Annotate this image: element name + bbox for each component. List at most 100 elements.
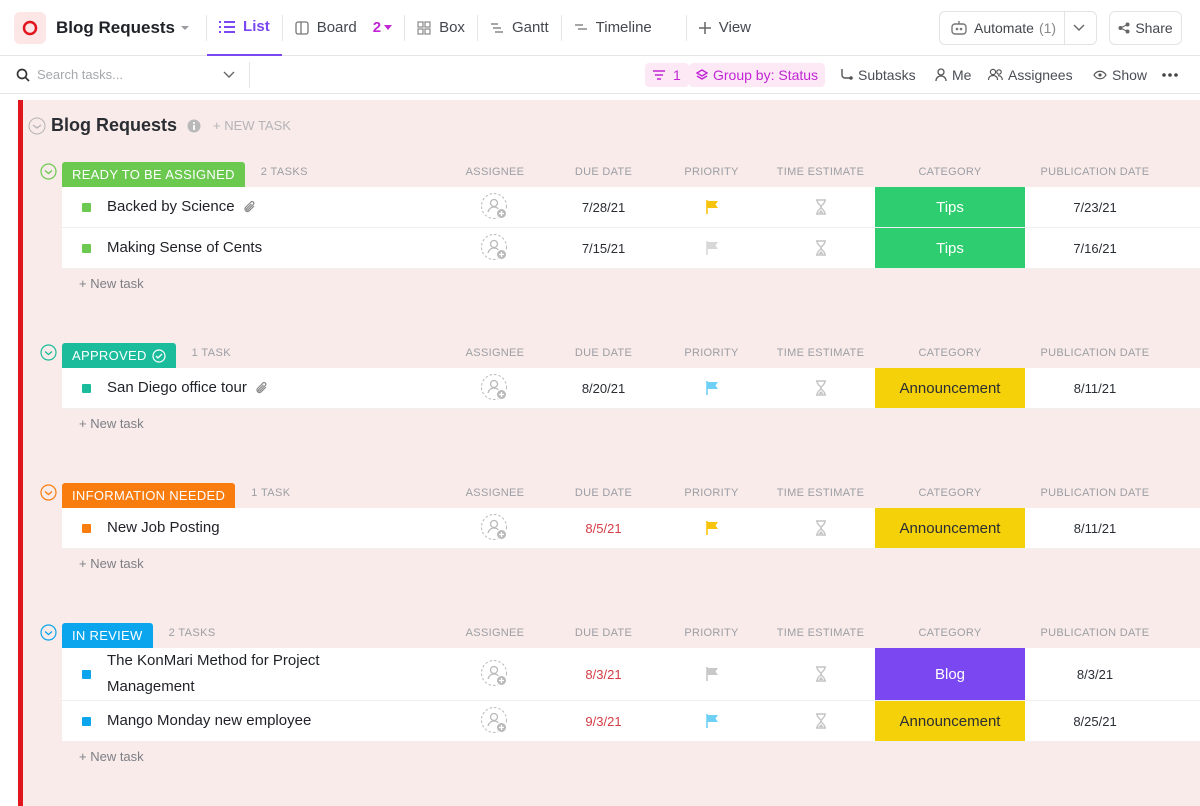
task-name[interactable]: Making Sense of Cents <box>107 239 263 256</box>
due-date[interactable]: 7/28/21 <box>581 199 626 215</box>
search-input[interactable]: Search tasks... <box>37 67 123 82</box>
assignee-icon[interactable] <box>480 706 510 736</box>
task-row[interactable]: Backed by Science 7/28/21 Tips 7/23/21 <box>62 187 1200 228</box>
column-header: PRIORITY <box>684 487 739 499</box>
more-menu[interactable] <box>1162 72 1178 77</box>
status-pill[interactable]: IN REVIEW <box>62 623 153 648</box>
category-cell[interactable]: Announcement <box>875 701 1025 741</box>
group-by-button[interactable]: Group by: Status <box>689 62 826 87</box>
group-header: IN REVIEW 2 TASKS ASSIGNEE DUE DATE PRIORITY… <box>40 618 1200 648</box>
category-cell[interactable]: Blog <box>875 648 1025 700</box>
me-button[interactable]: Me <box>935 67 971 83</box>
task-row[interactable]: San Diego office tour 8/20/21 Announcement… <box>62 368 1200 409</box>
add-view[interactable]: View <box>687 0 763 56</box>
status-pill[interactable]: APPROVED <box>62 343 176 368</box>
task-row[interactable]: The KonMari Method for Project Managemen… <box>62 648 1200 701</box>
hourglass-icon[interactable] <box>815 199 827 215</box>
tab-timeline[interactable]: Timeline <box>562 0 664 56</box>
task-row[interactable]: Mango Monday new employee 9/3/21 Announcem… <box>62 701 1200 742</box>
assignee-icon[interactable] <box>480 373 510 403</box>
chevron[interactable] <box>223 71 235 79</box>
assignees-button[interactable]: Assignees <box>988 67 1073 83</box>
priority-flag[interactable] <box>704 199 720 215</box>
add-task-button[interactable]: + New task <box>79 556 144 571</box>
add-task-button[interactable]: + New task <box>79 416 144 431</box>
status-pill[interactable]: READY TO BE ASSIGNED <box>62 162 245 187</box>
caret[interactable] <box>178 23 192 33</box>
assignee-icon[interactable] <box>480 192 510 222</box>
groups: READY TO BE ASSIGNED 2 TASKS ASSIGNEE DUE D… <box>40 157 1200 772</box>
group-toggle[interactable] <box>40 484 57 501</box>
publication-date[interactable]: 7/16/21 <box>1073 240 1117 256</box>
tab-board[interactable]: Board 2 <box>283 0 404 56</box>
info-icon[interactable] <box>187 119 201 133</box>
category-cell[interactable]: Announcement <box>875 368 1025 408</box>
status-group: READY TO BE ASSIGNED 2 TASKS ASSIGNEE DUE D… <box>40 157 1200 299</box>
attachment-icon <box>256 381 267 394</box>
task-name[interactable]: Mango Monday new employee <box>107 712 312 729</box>
task-row[interactable]: New Job Posting 8/5/21 Announcement 8/11/21 <box>62 508 1200 549</box>
status-bullet <box>82 523 91 533</box>
tab-list[interactable]: List <box>207 0 282 56</box>
filter-button[interactable]: 1 <box>645 62 689 87</box>
assignee-icon[interactable] <box>480 513 510 543</box>
task-name[interactable]: The KonMari Method for Project Managemen… <box>107 652 320 695</box>
show-button[interactable]: Show <box>1093 67 1147 83</box>
hourglass-icon[interactable] <box>815 713 827 729</box>
add-task-button[interactable]: + New task <box>79 749 144 764</box>
publication-date[interactable]: 8/11/21 <box>1073 380 1117 396</box>
automate-button[interactable]: Automate (1) <box>939 11 1097 45</box>
due-date[interactable]: 9/3/21 <box>585 713 622 729</box>
hourglass-icon[interactable] <box>815 380 827 396</box>
group-toggle[interactable] <box>40 163 57 180</box>
collapse-toggle[interactable] <box>28 117 46 135</box>
publication-date[interactable]: 8/25/21 <box>1073 713 1117 729</box>
publication-date[interactable]: 8/3/21 <box>1076 666 1114 682</box>
task-name[interactable]: New Job Posting <box>107 519 220 536</box>
task-name[interactable]: San Diego office tour <box>107 379 247 396</box>
task-row[interactable]: Making Sense of Cents 7/15/21 Tips 7/16/21 <box>62 228 1200 269</box>
share-button[interactable]: Share <box>1109 11 1182 45</box>
due-date[interactable]: 8/20/21 <box>581 380 626 396</box>
assignee-cell <box>440 228 550 268</box>
publication-date[interactable]: 8/11/21 <box>1073 520 1117 536</box>
column-header: TIME ESTIMATE <box>776 166 865 178</box>
category-cell[interactable]: Tips <box>875 228 1025 268</box>
tab-label: Board <box>316 19 357 36</box>
hourglass-icon[interactable] <box>815 240 827 256</box>
subtasks-button[interactable]: Subtasks <box>840 67 916 83</box>
status-pill[interactable]: INFORMATION NEEDED <box>62 483 236 508</box>
priority-flag[interactable] <box>704 520 720 536</box>
due-date[interactable]: 8/3/21 <box>585 666 622 682</box>
header-title[interactable]: Blog Requests <box>56 17 176 37</box>
hourglass-icon[interactable] <box>815 666 827 682</box>
add-task-button[interactable]: + New task <box>79 276 144 291</box>
group-toggle[interactable] <box>40 624 57 641</box>
hourglass-icon[interactable] <box>815 520 827 536</box>
column-header: PRIORITY <box>684 347 739 359</box>
due-date[interactable]: 7/15/21 <box>581 240 626 256</box>
icon <box>219 20 236 33</box>
priority-flag[interactable] <box>704 713 720 729</box>
new-task-button[interactable]: + NEW TASK <box>213 118 291 133</box>
priority-flag[interactable] <box>704 380 720 396</box>
publication-date[interactable]: 7/23/21 <box>1073 199 1117 215</box>
tab-gantt[interactable]: Gantt <box>478 0 561 56</box>
task-name[interactable]: Backed by Science <box>107 198 235 215</box>
share-label: Share <box>1135 20 1173 36</box>
category-cell[interactable]: Announcement <box>875 508 1025 548</box>
column-header: ASSIGNEE <box>465 166 525 178</box>
assignee-icon[interactable] <box>480 659 510 689</box>
priority-cell <box>657 368 766 408</box>
assignee-icon[interactable] <box>480 233 510 263</box>
group-toggle[interactable] <box>40 344 57 361</box>
icon <box>935 68 947 81</box>
due-date[interactable]: 8/5/21 <box>585 520 622 536</box>
icon <box>698 21 711 34</box>
priority-flag[interactable] <box>704 666 720 682</box>
column-header: TIME ESTIMATE <box>776 487 865 499</box>
column-header: PUBLICATION DATE <box>1040 347 1150 359</box>
tab-box[interactable]: Box <box>405 0 477 56</box>
priority-flag[interactable] <box>704 240 720 256</box>
category-cell[interactable]: Tips <box>875 187 1025 227</box>
